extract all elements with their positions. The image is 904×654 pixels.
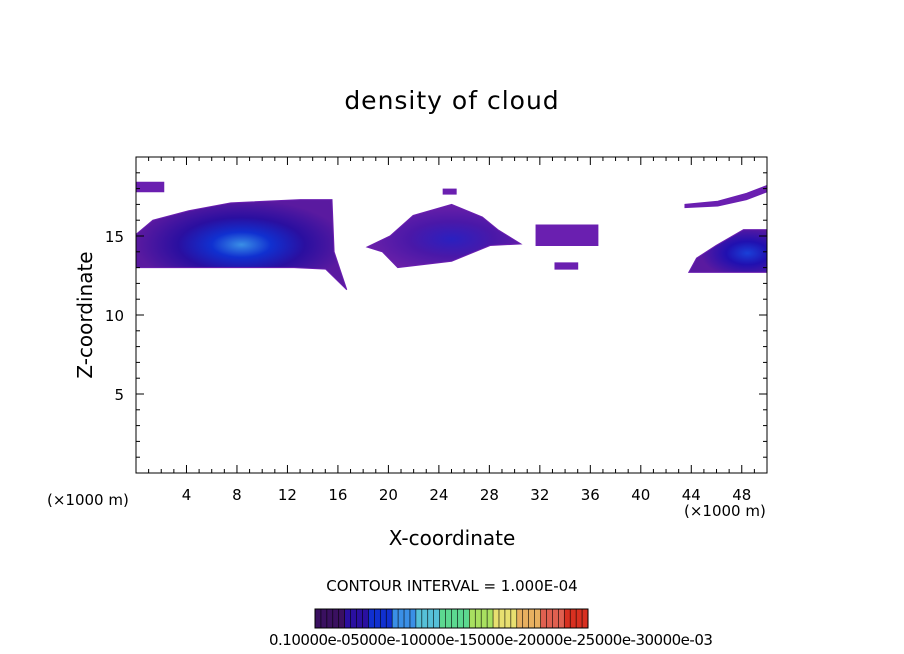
contour-interval-label: CONTOUR INTERVAL = 1.000E-04 [326, 577, 578, 595]
colorbar-swatch [475, 609, 482, 628]
top-left-strip [135, 181, 165, 193]
colorbar [314, 608, 589, 629]
colorbar-swatch [350, 609, 357, 628]
colorbar-swatch [582, 609, 589, 628]
small-cloud-a [535, 224, 599, 246]
colorbar-swatch [332, 609, 340, 628]
x-tick-label: 44 [682, 486, 701, 504]
colorbar-swatch [368, 609, 375, 628]
colorbar-swatch [451, 609, 458, 628]
colorbar-swatch [320, 609, 328, 628]
colorbar-swatch [564, 609, 571, 628]
colorbar-swatch [493, 609, 500, 628]
small-cloud-b [554, 262, 579, 270]
colorbar-swatch [570, 609, 577, 628]
colorbar-swatch [469, 609, 476, 628]
axis-ticks [136, 157, 767, 473]
colorbar-swatch [362, 609, 369, 628]
middle-cloud [365, 203, 523, 269]
colorbar-swatch [338, 609, 345, 628]
colorbar-swatch [445, 609, 452, 628]
x-tick-label: 28 [480, 486, 499, 504]
x-unit-label-left: (×1000 m) [47, 491, 129, 509]
colorbar-swatch [510, 609, 518, 628]
x-tick-label: 4 [182, 486, 192, 504]
colorbar-swatch [528, 609, 535, 628]
colorbar-swatch [344, 609, 351, 628]
colorbar-swatch [439, 609, 446, 628]
colorbar-swatch [326, 609, 334, 628]
colorbar-swatch [522, 609, 529, 628]
colorbar-swatch [504, 609, 512, 628]
x-tick-label: 20 [379, 486, 398, 504]
colorbar-swatch [409, 609, 417, 628]
colorbar-swatch [315, 609, 322, 628]
x-unit-label-right: (×1000 m) [684, 502, 766, 520]
colorbar-swatch [540, 609, 547, 628]
x-tick-label: 40 [631, 486, 650, 504]
colorbar-swatch [576, 609, 583, 628]
x-tick-label: 12 [278, 486, 297, 504]
x-axis-label: X-coordinate [388, 526, 516, 550]
y-axis-label: Z-coordinate [73, 251, 97, 379]
colorbar-swatch [516, 609, 524, 628]
colorbar-frame [314, 608, 589, 629]
colorbar-swatch [421, 609, 429, 628]
colorbar-swatch [356, 609, 363, 628]
colorbar-swatch [433, 609, 440, 628]
left-cloud [135, 199, 348, 291]
colorbar-swatch [457, 609, 464, 628]
colorbar-swatch [534, 609, 541, 628]
right-strip [684, 184, 768, 209]
x-tick-label: 36 [581, 486, 600, 504]
x-tick-label: 32 [530, 486, 549, 504]
colorbar-swatch [558, 609, 565, 628]
colorbar-swatch [380, 609, 387, 628]
colorbar-swatch [552, 609, 559, 628]
colorbar-swatch [386, 609, 393, 628]
colorbar-swatch [427, 609, 434, 628]
colorbar-swatch [487, 609, 494, 628]
y-tick-label: 10 [105, 307, 124, 325]
colorbar-swatch [404, 609, 411, 628]
colorbar-swatch [463, 609, 470, 628]
x-tick-label: 8 [232, 486, 242, 504]
y-tick-label: 15 [105, 228, 124, 246]
x-tick-label: 16 [328, 486, 347, 504]
y-tick-label: 5 [114, 386, 124, 404]
colorbar-swatch [392, 609, 399, 628]
cloud-speck [442, 188, 457, 195]
x-tick-label: 24 [429, 486, 448, 504]
colorbar-labels: 0.10000e-05000e-10000e-15000e-20000e-250… [269, 631, 713, 649]
right-cloud [687, 229, 768, 273]
colorbar-swatch [398, 609, 405, 628]
colorbar-swatch [481, 609, 488, 628]
chart-title: density of cloud [344, 86, 560, 115]
colorbar-swatch [374, 609, 381, 628]
cloud-field [135, 181, 768, 291]
colorbar-swatch [415, 609, 423, 628]
colorbar-swatch [498, 609, 506, 628]
x-tick-label: 48 [732, 486, 751, 504]
colorbar-swatch [546, 609, 553, 628]
